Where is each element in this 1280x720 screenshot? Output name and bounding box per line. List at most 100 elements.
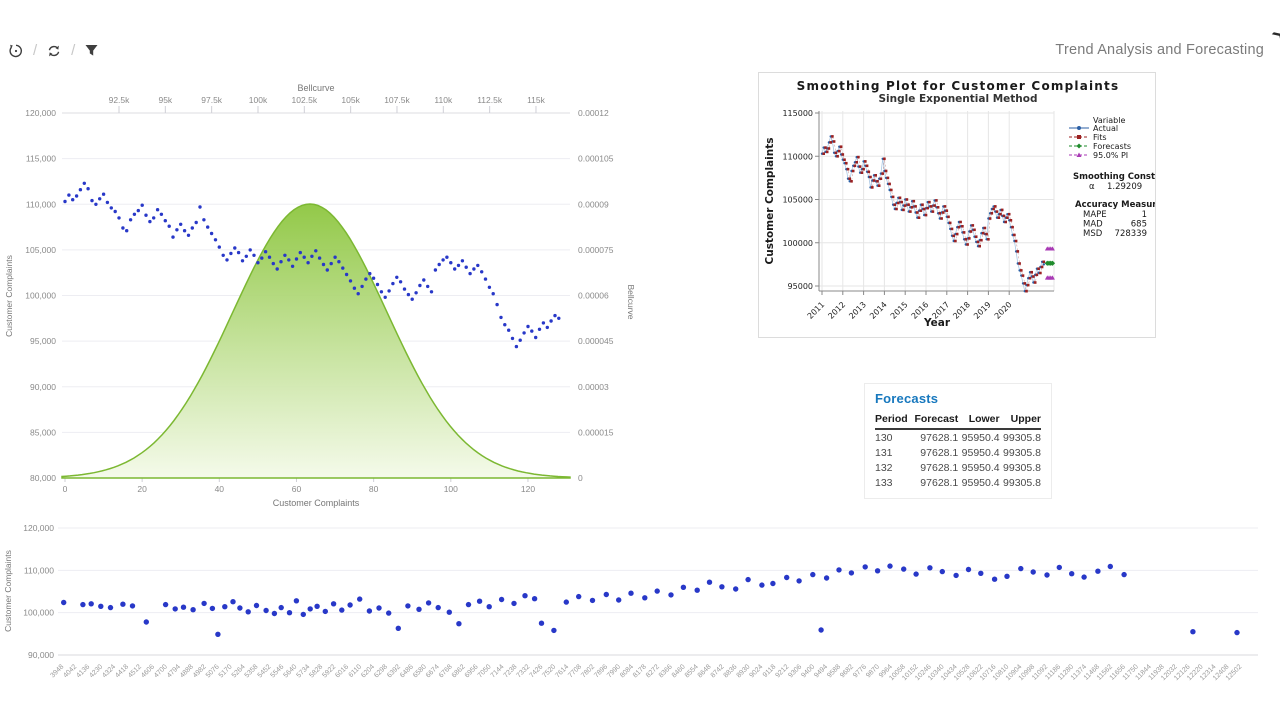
svg-text:8366: 8366 xyxy=(658,663,674,679)
refresh-icon[interactable] xyxy=(46,43,62,59)
svg-text:100,000: 100,000 xyxy=(25,291,56,301)
svg-text:Customer Complaints: Customer Complaints xyxy=(3,550,13,632)
svg-text:80,000: 80,000 xyxy=(30,473,56,483)
svg-text:95.0% PI: 95.0% PI xyxy=(1093,151,1128,160)
svg-text:7050: 7050 xyxy=(477,663,493,679)
svg-text:60: 60 xyxy=(292,484,302,494)
svg-text:85,000: 85,000 xyxy=(30,427,56,437)
expand-icon[interactable]: ❯ xyxy=(1269,26,1280,45)
forecasts-card: Forecasts Period Forecast Lower Upper 130 97… xyxy=(864,383,1052,499)
svg-text:8836: 8836 xyxy=(723,663,739,679)
svg-text:5264: 5264 xyxy=(231,663,247,679)
svg-text:107.5k: 107.5k xyxy=(384,95,410,105)
table-row: 130 97628.1 95950.4 99305.8 xyxy=(875,432,1041,444)
svg-text:110000: 110000 xyxy=(782,152,813,161)
complaints-index-scatter-chart[interactable]: 120,000 110,000 100,000 90,000 Customer Comp… xyxy=(0,505,1280,718)
svg-text:7802: 7802 xyxy=(580,663,596,679)
svg-text:Fits: Fits xyxy=(1093,133,1107,142)
svg-text:685: 685 xyxy=(1131,220,1147,230)
svg-text:MSD: MSD xyxy=(1083,229,1103,239)
svg-text:95,000: 95,000 xyxy=(30,336,56,346)
forecast-col-header: Forecast xyxy=(910,412,959,430)
svg-text:115000: 115000 xyxy=(782,109,813,118)
svg-text:2012: 2012 xyxy=(826,300,847,321)
svg-text:Variable: Variable xyxy=(1093,116,1125,125)
svg-text:6204: 6204 xyxy=(360,663,376,679)
table-row: 131 97628.1 95950.4 99305.8 xyxy=(875,447,1041,459)
svg-text:90,000: 90,000 xyxy=(28,650,54,660)
forecast-col-header: Upper xyxy=(999,412,1041,430)
svg-text:7332: 7332 xyxy=(515,663,531,679)
svg-text:728339: 728339 xyxy=(1115,229,1147,239)
svg-text:95k: 95k xyxy=(158,95,172,105)
svg-text:Bellcurve: Bellcurve xyxy=(626,285,636,320)
svg-text:4888: 4888 xyxy=(179,663,195,679)
svg-text:6392: 6392 xyxy=(386,663,402,679)
svg-text:2020: 2020 xyxy=(993,300,1014,321)
x-axis-labels: 3948404241364230432444184512460647004794… xyxy=(49,663,1243,682)
svg-text:6298: 6298 xyxy=(373,663,389,679)
svg-text:4982: 4982 xyxy=(192,663,208,679)
svg-text:6486: 6486 xyxy=(399,663,415,679)
svg-text:9306: 9306 xyxy=(787,663,803,679)
svg-text:6016: 6016 xyxy=(334,663,350,679)
svg-text:5076: 5076 xyxy=(205,663,221,679)
svg-text:0.00003: 0.00003 xyxy=(578,382,609,392)
svg-text:4136: 4136 xyxy=(75,663,91,679)
svg-text:MAD: MAD xyxy=(1083,220,1103,230)
svg-text:7144: 7144 xyxy=(490,663,506,679)
svg-text:1: 1 xyxy=(1142,210,1147,220)
svg-text:100: 100 xyxy=(444,484,458,494)
svg-text:95000: 95000 xyxy=(788,282,813,291)
svg-text:1.29209: 1.29209 xyxy=(1107,182,1142,192)
svg-text:92.5k: 92.5k xyxy=(109,95,131,105)
svg-text:Smoothing Constant: Smoothing Constant xyxy=(1073,172,1155,182)
separator: / xyxy=(33,42,38,59)
svg-text:112.5k: 112.5k xyxy=(477,95,503,105)
svg-text:9588: 9588 xyxy=(826,663,842,679)
index-scatter-points[interactable] xyxy=(61,563,1240,637)
svg-text:120: 120 xyxy=(521,484,535,494)
svg-text:Forecasts: Forecasts xyxy=(1093,142,1131,151)
svg-text:5922: 5922 xyxy=(321,663,337,679)
svg-text:0.000075: 0.000075 xyxy=(578,245,614,255)
svg-text:102.5k: 102.5k xyxy=(292,95,318,105)
svg-text:4700: 4700 xyxy=(153,663,169,679)
history-icon[interactable] xyxy=(8,43,24,59)
svg-text:40: 40 xyxy=(215,484,225,494)
svg-text:7990: 7990 xyxy=(606,663,622,679)
svg-text:Single Exponential Method: Single Exponential Method xyxy=(878,93,1037,105)
svg-text:MAPE: MAPE xyxy=(1083,210,1107,220)
svg-text:120,000: 120,000 xyxy=(25,108,56,118)
svg-text:9870: 9870 xyxy=(865,663,881,679)
filter-icon[interactable] xyxy=(84,43,99,58)
smoothing-plot-chart[interactable]: Smoothing Plot for Customer ComplaintsSi… xyxy=(759,73,1171,337)
svg-text:100k: 100k xyxy=(249,95,268,105)
svg-text:7614: 7614 xyxy=(554,663,570,679)
svg-text:0.00009: 0.00009 xyxy=(578,199,609,209)
svg-text:4230: 4230 xyxy=(88,663,104,679)
svg-text:6110: 6110 xyxy=(348,663,364,679)
bellcurve-area xyxy=(61,203,571,479)
svg-text:105000: 105000 xyxy=(782,196,813,205)
fits-points[interactable] xyxy=(822,135,1046,293)
svg-text:8178: 8178 xyxy=(632,663,648,679)
svg-text:Actual: Actual xyxy=(1093,124,1118,133)
smoothing-plot-panel: Smoothing Plot for Customer Complaints Si… xyxy=(758,72,1171,338)
svg-text:115k: 115k xyxy=(527,95,546,105)
svg-text:100,000: 100,000 xyxy=(23,608,54,618)
svg-text:9494: 9494 xyxy=(813,663,829,679)
svg-text:8648: 8648 xyxy=(697,663,713,679)
actual-points[interactable] xyxy=(820,135,1045,293)
svg-text:110,000: 110,000 xyxy=(26,199,56,209)
bellcurve-scatter-chart[interactable]: 120,000 0.00012 115,000 0.000105 110,000 0.00… xyxy=(0,80,645,512)
svg-text:80: 80 xyxy=(369,484,379,494)
complaints-scatter-points[interactable] xyxy=(63,181,561,349)
svg-text:7426: 7426 xyxy=(528,663,544,679)
svg-text:3948: 3948 xyxy=(49,663,65,679)
fits-line xyxy=(823,135,1045,292)
svg-text:4418: 4418 xyxy=(114,663,130,679)
svg-text:0.000015: 0.000015 xyxy=(578,427,614,437)
svg-text:0.00006: 0.00006 xyxy=(578,291,609,301)
